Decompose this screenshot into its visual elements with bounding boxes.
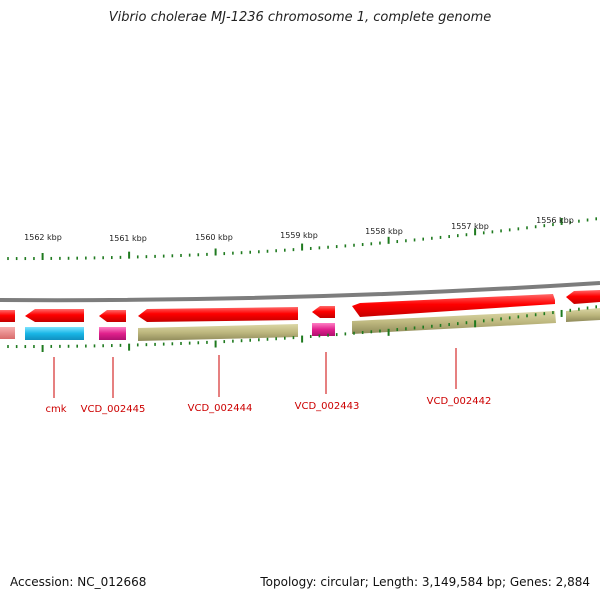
scale-label: 1561 kbp (109, 234, 147, 243)
gene-label-leaders (53, 348, 457, 398)
cog-block-right-edge (566, 308, 600, 322)
gene-arrow-VCD_002444 (138, 307, 298, 322)
scale-label: 1559 kbp (280, 231, 318, 240)
gene-label-VCD_002442: VCD_002442 (427, 396, 492, 407)
gene-arrow-VCD_002443 (312, 306, 335, 318)
gene-labels: cmk VCD_002445 VCD_002444 VCD_002443 VCD… (45, 396, 491, 415)
cog-track (0, 308, 600, 341)
scale-label: 1562 kbp (24, 233, 62, 242)
page-title: Vibrio cholerae MJ-1236 chromosome 1, co… (108, 10, 492, 25)
genome-backbone (0, 281, 600, 303)
scale-label: 1558 kbp (365, 227, 403, 236)
cog-block-VCD_002442 (352, 311, 556, 334)
gene-arrow-left-edge (0, 310, 15, 322)
genome-summary-text: Topology: circular; Length: 3,149,584 bp… (260, 575, 590, 589)
gene-arrow-VCD_002442 (352, 294, 555, 317)
scale-label: 1556 kbp (536, 216, 574, 225)
cog-block-left-edge (0, 327, 15, 339)
scale-label: 1560 kbp (195, 233, 233, 242)
gene-label-VCD_002445: VCD_002445 (81, 404, 146, 415)
accession-text: Accession: NC_012668 (10, 575, 147, 589)
gene-arrow-VCD_002445 (99, 310, 126, 322)
gene-arrow-right-edge (566, 290, 600, 304)
outer-scale-ticks (7, 217, 598, 261)
cog-block-VCD_002445 (99, 327, 126, 340)
gene-arrow-cmk (25, 309, 84, 322)
scale-label: 1557 kbp (451, 222, 489, 231)
cog-block-VCD_002444 (138, 324, 298, 341)
gene-label-VCD_002443: VCD_002443 (295, 401, 360, 412)
gene-label-cmk: cmk (45, 404, 66, 415)
cog-block-cmk (25, 327, 84, 340)
cog-block-VCD_002443 (312, 323, 335, 336)
scale-labels: 1562 kbp 1561 kbp 1560 kbp 1559 kbp 1558 kbp… (24, 216, 574, 243)
inner-scale-ticks (7, 305, 598, 352)
gene-label-VCD_002444: VCD_002444 (188, 403, 253, 414)
gene-track (0, 290, 600, 322)
